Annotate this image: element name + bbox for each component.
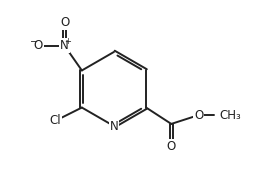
Text: O: O xyxy=(34,39,43,52)
Text: N: N xyxy=(110,120,118,133)
Text: O: O xyxy=(194,109,203,122)
Text: N: N xyxy=(60,39,69,52)
Text: +: + xyxy=(64,38,71,46)
Text: −: − xyxy=(30,37,38,47)
Text: CH₃: CH₃ xyxy=(219,109,241,122)
Text: O: O xyxy=(167,140,176,153)
Text: O: O xyxy=(60,16,69,29)
Text: Cl: Cl xyxy=(49,114,61,127)
